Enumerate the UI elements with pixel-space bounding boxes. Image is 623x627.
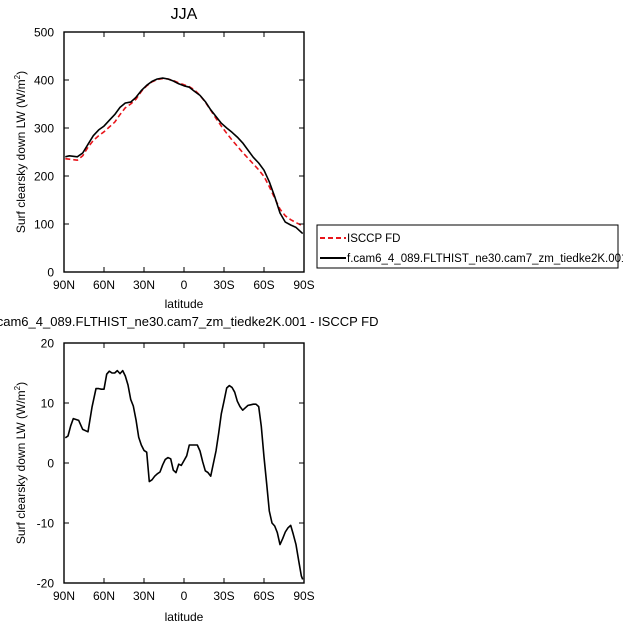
- y-tick-label: 400: [34, 74, 54, 88]
- bottom-series-lines: [64, 369, 304, 580]
- x-tick-label: 60N: [93, 589, 115, 603]
- x-tick-label: 0: [181, 278, 188, 292]
- bottom-plot-frame: [63, 342, 305, 584]
- bottom-panel-title: f.cam6_4_089.FLTHIST_ne30.cam7_zm_tiedke…: [0, 314, 378, 329]
- x-tick-label: 90S: [293, 278, 314, 292]
- top-axis-ticks: 90N 60N 30N 0 30S 60S 90S 0 100 200 300 400 500: [34, 26, 315, 293]
- bottom-ylabel-text: Surf clearsky down LW (W/m: [14, 390, 28, 544]
- series-line-1-0: [64, 369, 304, 580]
- top-plot-frame: [63, 31, 305, 273]
- x-tick-label: 60N: [93, 278, 115, 292]
- mean-state-panel: JJA 90N 60N 30N 0 30S 60S 90S0100200300400500 …: [13, 6, 623, 311]
- top-ylabel-close: ): [14, 71, 28, 75]
- y-tick-label: 20: [41, 337, 55, 351]
- x-tick-label: 60S: [253, 589, 274, 603]
- y-tick-label: -20: [37, 577, 55, 591]
- y-tick-label: 10: [41, 397, 55, 411]
- bottom-ylabel: Surf clearsky down LW (W/m2): [13, 382, 28, 544]
- bottom-xlabel: latitude: [165, 610, 204, 624]
- series-line-0-1: [65, 77, 304, 235]
- x-tick-label: 30S: [213, 589, 234, 603]
- y-tick-label: 500: [34, 26, 54, 40]
- bottom-ylabel-close: ): [14, 382, 28, 386]
- x-tick-label: 0: [181, 589, 188, 603]
- legend: ISCCP FD f.cam6_4_089.FLTHIST_ne30.cam7_…: [316, 224, 623, 269]
- top-ylabel-superscript: 2: [13, 74, 22, 79]
- difference-panel: f.cam6_4_089.FLTHIST_ne30.cam7_zm_tiedke…: [0, 314, 378, 624]
- legend-box: [316, 224, 619, 269]
- x-tick-label: 90S: [293, 589, 314, 603]
- top-series-lines: [65, 77, 304, 235]
- bottom-ylabel-superscript: 2: [13, 385, 22, 390]
- legend-label-model: f.cam6_4_089.FLTHIST_ne30.cam7_zm_tiedke…: [347, 253, 623, 265]
- bottom-axis-ticks: 90N 60N 30N 0 30S 60S 90S -20 -10 0 10 20: [37, 337, 315, 604]
- y-tick-label: 200: [34, 170, 54, 184]
- y-tick-label: 0: [47, 266, 54, 280]
- x-tick-label: 30S: [213, 278, 234, 292]
- y-tick-label: 100: [34, 218, 54, 232]
- y-tick-label: -10: [37, 517, 55, 531]
- top-ylabel-text: Surf clearsky down LW (W/m: [14, 79, 28, 233]
- x-tick-label: 90N: [53, 589, 75, 603]
- x-tick-label: 30N: [133, 278, 155, 292]
- top-ylabel: Surf clearsky down LW (W/m2): [13, 71, 28, 233]
- x-tick-label: 30N: [133, 589, 155, 603]
- legend-label-isccp: ISCCP FD: [347, 233, 400, 245]
- x-tick-label: 90N: [53, 278, 75, 292]
- y-tick-label: 0: [47, 457, 54, 471]
- series-line-0-0: [65, 77, 304, 227]
- top-panel-title: JJA: [171, 6, 198, 23]
- x-tick-label: 60S: [253, 278, 274, 292]
- top-xlabel: latitude: [165, 297, 204, 311]
- y-tick-label: 300: [34, 122, 54, 136]
